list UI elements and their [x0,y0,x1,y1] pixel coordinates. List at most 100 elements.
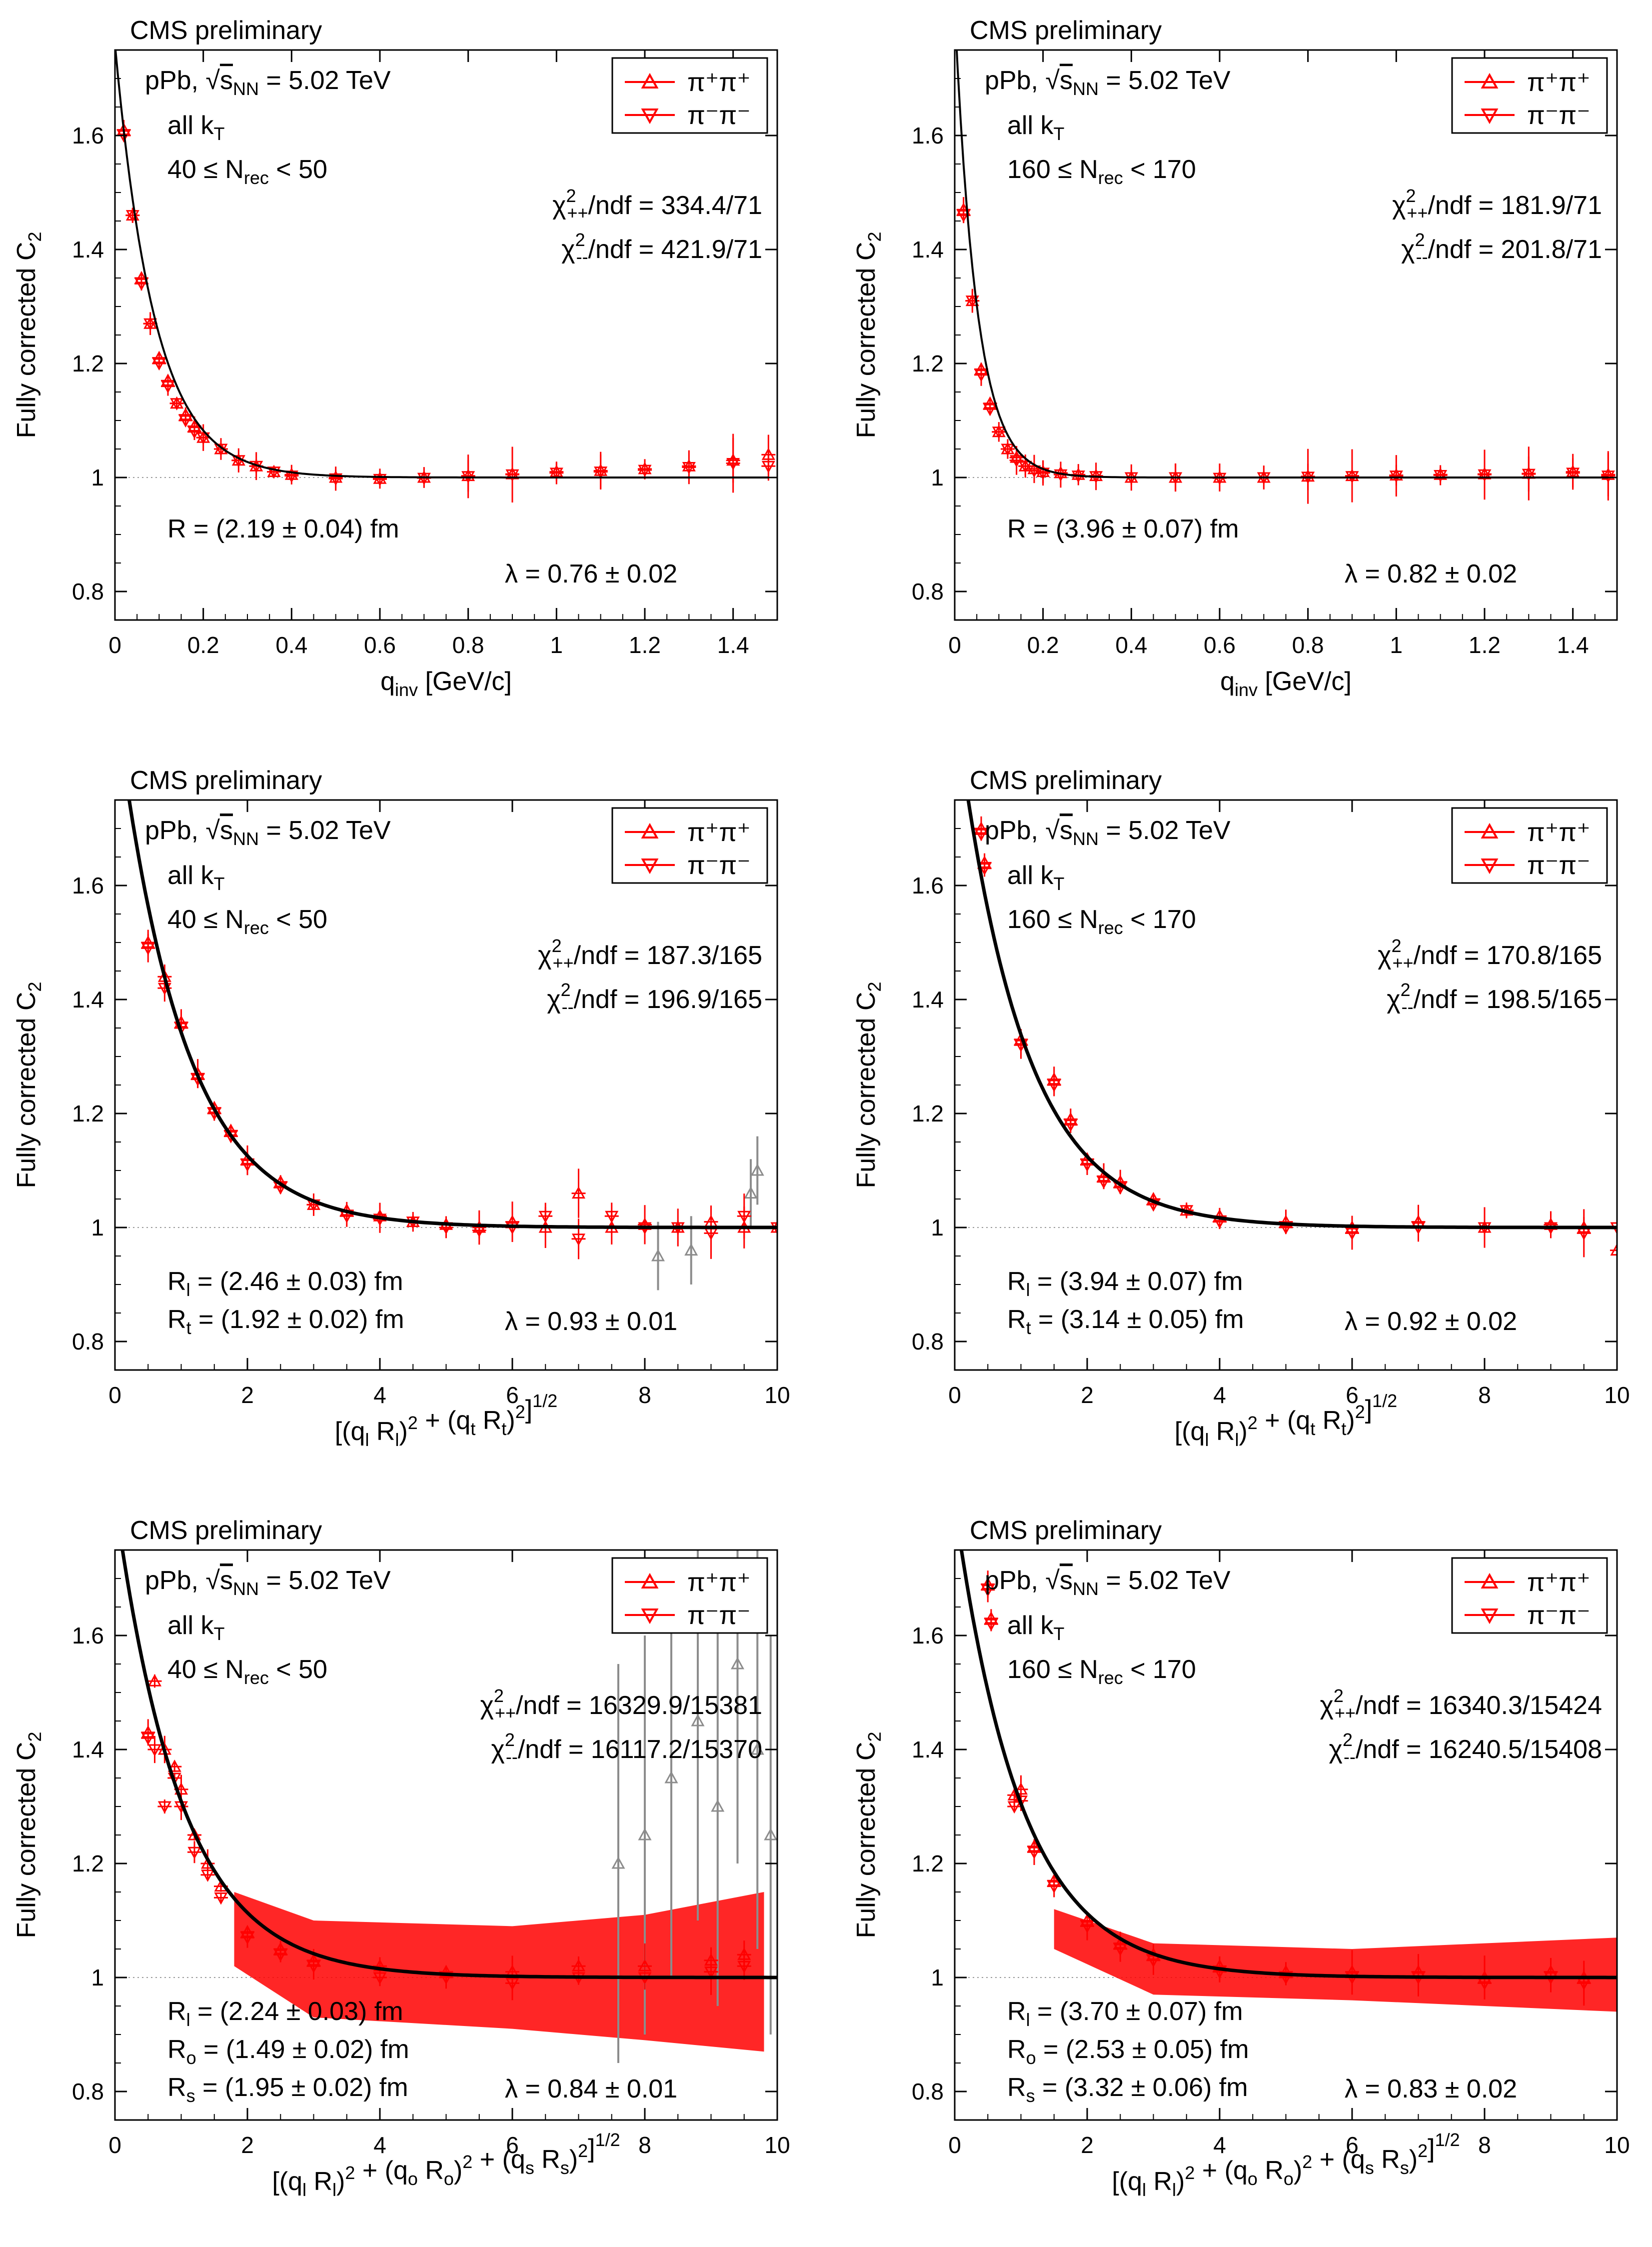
radius-sym: R [1007,2035,1026,2064]
system-label: pPb, √sNN = 5.02 TeV [985,1566,1231,1599]
legend-label-minus: π⁻π⁻ [687,101,751,130]
data-point [187,1846,201,1860]
chi-sub: -- [1416,246,1428,267]
radius-value: = (1.92 ± 0.02) fm [191,1305,404,1334]
x-label-q: (q [342,1417,365,1446]
data-point [1097,1176,1111,1189]
radius-sub: l [1026,1280,1030,1300]
x-tick-label: 0.2 [187,632,219,658]
data-point [981,1584,995,1597]
radius-value: = (3.94 ± 0.07) fm [1030,1267,1243,1296]
kt-text: all k [1007,861,1054,890]
data-point [143,318,157,331]
y-tick-label: 1.2 [912,350,944,376]
x-label-sub: s [1400,2158,1409,2178]
x-label-r: R [534,2145,560,2174]
nrec-label: 160 ≤ Nrec < 170 [1007,155,1196,188]
tail-point [638,1828,652,1840]
chi-sub: ++ [567,202,588,223]
data-point [141,1732,155,1746]
radius-sym: R [167,1305,186,1334]
sqrt-symbol: √ [1045,66,1060,95]
radius-label: Rs = (3.32 ± 0.06) fm [1007,2073,1248,2106]
radius-label: Rt = (1.92 ± 0.02) fm [167,1305,404,1338]
x-label-sub: t [1310,1418,1315,1439]
nrec-sub: rec [244,918,269,938]
y-label-sub: 2 [864,232,885,242]
data-point [196,432,210,445]
tail-point [750,1163,764,1176]
x-label-sup: 2 [1302,2152,1312,2172]
chi2-minus-label: χ2 --/ndf = 16117.2/15370 [491,1730,762,1767]
data-point [152,358,166,371]
chi-sub: ++ [553,952,574,973]
chi-symbol: χ [1401,235,1415,264]
chi-sup: 2 [1406,186,1416,206]
s-letter: s [1060,66,1073,95]
data-point [214,1892,228,1905]
chi-sup: 2 [1392,936,1402,956]
chi-symbol: χ [561,235,575,264]
y-tick-label: 0.8 [72,578,104,604]
data-point [273,1949,287,1962]
x-label-sup: 1/2 [595,2130,620,2150]
y-tick-label: 1.2 [72,1850,104,1876]
legend: π⁺π⁺ π⁻π⁻ [1451,1557,1608,1634]
system-text: pPb, [985,816,1045,845]
x-label-sub: l [332,2180,336,2200]
legend-box [611,57,768,134]
chi-value: /ndf = 201.8/71 [1428,235,1602,264]
y-label-sub: 2 [24,232,45,242]
y-tick-label: 1 [91,1964,104,1990]
data-point [505,1978,519,1990]
x-label-close: ) [336,2167,345,2196]
x-label-sub: l [302,2180,306,2200]
data-point [1027,1846,1041,1860]
x-label-r: R [1209,1417,1235,1446]
data-point [1080,1920,1094,1934]
x-label-q: (q [1182,1417,1205,1446]
data-point [737,1210,751,1224]
sqrt-symbol: √ [1045,1566,1060,1595]
data-point [284,470,298,483]
data-point [1080,1160,1094,1172]
x-label-q: + (q [1258,1406,1311,1435]
radius-label: Rs = (1.95 ± 0.02) fm [167,2073,408,2106]
data-point [1522,468,1536,482]
x-label-sub: l [1235,1430,1239,1450]
chart-title: CMS preliminary [970,1516,1162,1545]
y-tick-label: 0.8 [912,2078,944,2104]
x-label-sup: 2 [1355,1402,1365,1422]
x-label-sub: l [1205,1430,1209,1450]
x-tick-label: 0 [948,1382,961,1408]
data-point [726,458,740,470]
x-label-sup: 2 [1248,1412,1258,1433]
y-label-sub: 2 [864,1732,885,1742]
nrec-end: < 50 [269,905,327,934]
x-tick-label: 4 [1213,1382,1226,1408]
x-label-close: ) [569,2145,578,2174]
chi2-minus-label: χ2 --/ndf = 201.8/71 [1401,230,1602,267]
x-label-close: ) [1346,1406,1355,1435]
y-label-sub: 2 [24,1732,45,1742]
nrec-sub: rec [1098,1668,1123,1688]
data-point [983,404,997,416]
chi-value: /ndf = 16329.9/15381 [516,1691,762,1720]
legend-label-plus: π⁺π⁺ [687,818,751,847]
x-label-q: + (q [1312,2145,1365,2174]
chart-panel-p3: CMS preliminary 0 2 4 6 8 10 0.8 1 1.2 1.4 1.6 Fully… [12,766,790,1450]
y-tick-label: 1 [91,464,104,490]
data-point [170,398,184,410]
data-point [147,1744,162,1757]
x-label-sub: s [525,2158,534,2178]
x-tick-label: 0 [108,1382,121,1408]
s-sub: NN [1073,828,1099,849]
y-tick-label: 1.6 [72,122,104,148]
kt-label: all kT [1007,111,1064,144]
chi-sup: 2 [552,936,562,956]
tail-point [730,1656,745,1670]
x-label-sub: o [408,2168,418,2189]
x-label-sub: l [365,1430,369,1450]
